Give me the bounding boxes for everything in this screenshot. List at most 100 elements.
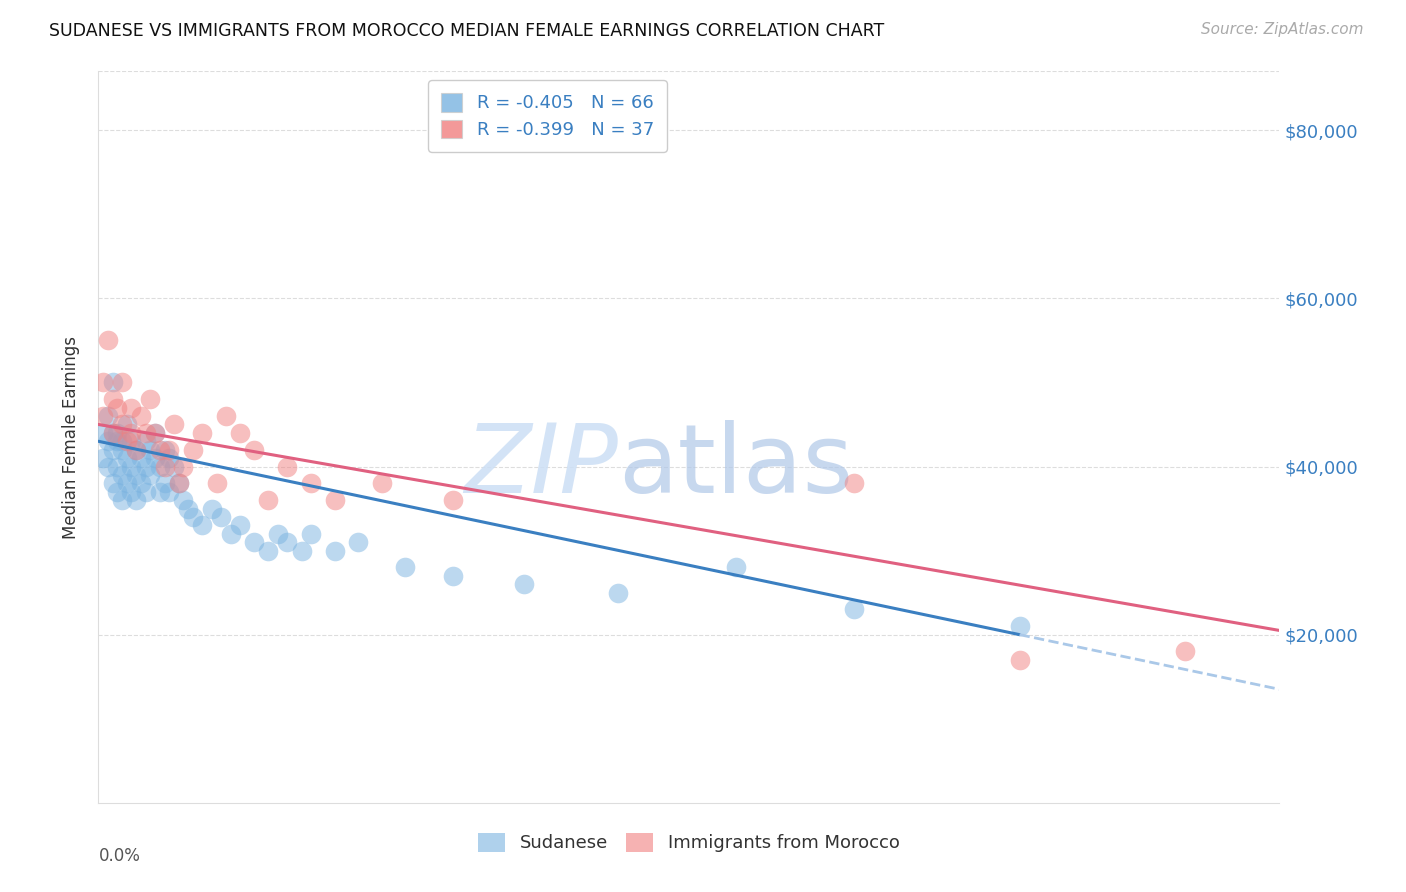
Point xyxy=(115,434,138,449)
Point xyxy=(1008,619,1031,633)
Point xyxy=(181,442,204,457)
Point xyxy=(101,425,124,440)
Point xyxy=(115,451,138,466)
Text: Source: ZipAtlas.com: Source: ZipAtlas.com xyxy=(1201,22,1364,37)
Point xyxy=(111,493,134,508)
Point xyxy=(323,543,346,558)
Point xyxy=(121,401,143,415)
Text: 0.0%: 0.0% xyxy=(98,847,141,864)
Point xyxy=(135,434,157,449)
Point xyxy=(153,442,176,457)
Point xyxy=(135,484,157,499)
Point xyxy=(276,459,298,474)
Point xyxy=(105,484,128,499)
Point xyxy=(115,476,138,491)
Point xyxy=(121,434,143,449)
Point xyxy=(101,425,124,440)
Y-axis label: Median Female Earnings: Median Female Earnings xyxy=(62,335,80,539)
Point xyxy=(163,417,186,432)
Point xyxy=(191,425,214,440)
Point xyxy=(257,543,280,558)
Point xyxy=(181,510,204,524)
Point xyxy=(101,376,124,390)
Point xyxy=(441,493,464,508)
Point xyxy=(111,442,134,457)
Point xyxy=(135,425,157,440)
Point xyxy=(201,501,224,516)
Point xyxy=(111,434,134,449)
Point xyxy=(121,425,143,440)
Point xyxy=(91,376,114,390)
Point xyxy=(153,459,176,474)
Point xyxy=(143,451,166,466)
Point xyxy=(167,476,190,491)
Point xyxy=(139,442,162,457)
Point xyxy=(844,602,866,616)
Point xyxy=(121,459,143,474)
Point xyxy=(157,451,180,466)
Point xyxy=(125,442,148,457)
Point xyxy=(209,510,232,524)
Point xyxy=(844,476,866,491)
Point xyxy=(91,409,114,423)
Text: SUDANESE VS IMMIGRANTS FROM MOROCCO MEDIAN FEMALE EARNINGS CORRELATION CHART: SUDANESE VS IMMIGRANTS FROM MOROCCO MEDI… xyxy=(49,22,884,40)
Point xyxy=(143,425,166,440)
Point xyxy=(276,535,298,549)
Point xyxy=(105,401,128,415)
Point xyxy=(290,543,312,558)
Point xyxy=(172,459,194,474)
Point xyxy=(607,585,630,599)
Point xyxy=(153,476,176,491)
Point xyxy=(157,442,180,457)
Point xyxy=(163,459,186,474)
Point xyxy=(243,442,266,457)
Point xyxy=(97,434,120,449)
Point xyxy=(215,409,238,423)
Point xyxy=(243,535,266,549)
Point xyxy=(257,493,280,508)
Point xyxy=(172,493,194,508)
Point xyxy=(91,425,114,440)
Point xyxy=(371,476,394,491)
Point xyxy=(115,417,138,432)
Point xyxy=(149,459,172,474)
Point xyxy=(111,376,134,390)
Point xyxy=(121,484,143,499)
Point xyxy=(139,392,162,407)
Point xyxy=(441,569,464,583)
Point xyxy=(111,467,134,482)
Point xyxy=(177,501,200,516)
Point xyxy=(129,451,152,466)
Point xyxy=(149,484,172,499)
Point xyxy=(1174,644,1197,658)
Point xyxy=(149,442,172,457)
Point xyxy=(91,451,114,466)
Point xyxy=(191,518,214,533)
Point xyxy=(725,560,748,574)
Point xyxy=(125,493,148,508)
Point xyxy=(101,476,124,491)
Point xyxy=(97,459,120,474)
Text: atlas: atlas xyxy=(619,420,853,513)
Point xyxy=(323,493,346,508)
Point xyxy=(101,442,124,457)
Point xyxy=(299,476,322,491)
Point xyxy=(101,392,124,407)
Point xyxy=(135,459,157,474)
Point xyxy=(105,459,128,474)
Point xyxy=(219,526,242,541)
Point xyxy=(139,467,162,482)
Text: ZIP: ZIP xyxy=(464,420,619,513)
Point xyxy=(111,417,134,432)
Point xyxy=(125,467,148,482)
Point xyxy=(129,409,152,423)
Point xyxy=(143,425,166,440)
Point xyxy=(394,560,416,574)
Point xyxy=(105,434,128,449)
Point xyxy=(229,425,252,440)
Point xyxy=(267,526,290,541)
Point xyxy=(229,518,252,533)
Point xyxy=(512,577,534,591)
Point xyxy=(129,476,152,491)
Point xyxy=(167,476,190,491)
